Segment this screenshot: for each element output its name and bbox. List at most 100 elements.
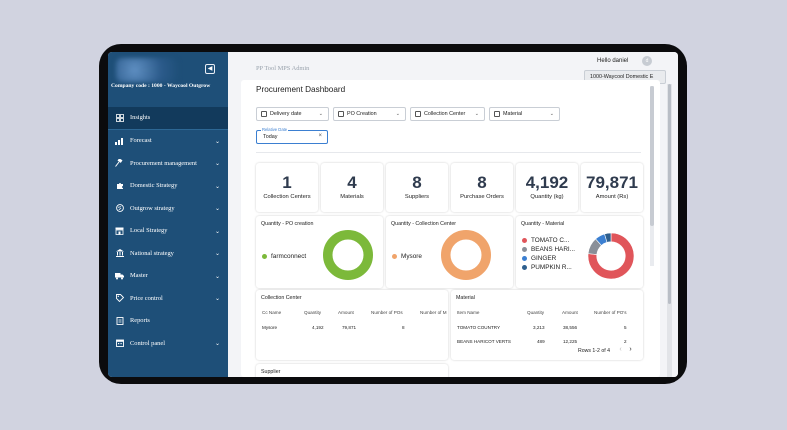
- sidebar-item-label: Local Strategy: [130, 227, 168, 235]
- collection-center-table-card: Collection Center Cc Name Quantity Amoun…: [256, 290, 448, 360]
- chart-title: Quantity - Material: [521, 221, 565, 227]
- prev-page-icon[interactable]: ‹: [619, 346, 622, 353]
- legend-item[interactable]: BEANS HARI...: [522, 246, 575, 253]
- sidebar-item-label: National strategy: [130, 249, 174, 257]
- table-cell: 3,213: [533, 325, 545, 330]
- sidebar-item-label: Insights: [130, 114, 151, 122]
- chevron-down-icon: ⌄: [474, 111, 479, 117]
- donut-slice-mysore[interactable]: [441, 230, 491, 280]
- kpi-card-materials: 4 Materials: [321, 163, 383, 212]
- sidebar-item-label: Procurement management: [130, 159, 197, 167]
- relative-date-field[interactable]: Relative Date Today ×: [256, 127, 328, 144]
- legend-dot: [262, 254, 267, 259]
- legend-label: BEANS HARI...: [531, 246, 576, 253]
- sidebar-item-label: Outgrow strategy: [130, 204, 175, 212]
- sidebar-nav: Insights Forecast ⌄ Procurement manageme…: [108, 107, 228, 355]
- panel-scrollbar[interactable]: [650, 86, 654, 266]
- sidebar-item-local-strategy[interactable]: Local Strategy ⌄: [108, 220, 228, 243]
- sidebar: ◀ Company code : 1000 - Waycool Outgrow …: [108, 52, 228, 377]
- kpi-value: 4: [347, 173, 357, 192]
- chevron-down-icon: ⌄: [549, 111, 554, 117]
- collection-center-filter[interactable]: Collection Center ⌄: [410, 107, 485, 121]
- kpi-label: Materials: [340, 194, 364, 200]
- bar-chart-icon: [115, 137, 124, 145]
- column-header[interactable]: Item Name: [457, 310, 480, 315]
- collection-center-donut-card: Quantity - Collection Center Mysore: [386, 216, 513, 288]
- company-logo: [116, 58, 178, 82]
- donut-slice-pumpkin-red[interactable]: [604, 232, 612, 243]
- kpi-value: 4,192: [525, 173, 569, 192]
- column-header[interactable]: Number of POs: [371, 310, 403, 315]
- bank-icon: [115, 249, 124, 258]
- sidebar-item-forecast[interactable]: Forecast ⌄: [108, 130, 228, 153]
- document-icon: [115, 316, 124, 325]
- puzzle-icon: [115, 182, 124, 190]
- material-filter[interactable]: Material ⌄: [489, 107, 560, 121]
- column-header[interactable]: Quantity: [304, 310, 322, 315]
- delivery-date-filter[interactable]: Delivery date ⌄: [256, 107, 329, 121]
- sidebar-item-master[interactable]: Master ⌄: [108, 265, 228, 288]
- chevron-down-icon: ⌄: [214, 251, 220, 257]
- table-cell: 8: [402, 325, 405, 330]
- column-header[interactable]: Number of M: [420, 310, 447, 315]
- sidebar-item-procurement-management[interactable]: Procurement management ⌄: [108, 152, 228, 175]
- panel-scrollbar-thumb[interactable]: [650, 86, 654, 226]
- po-creation-filter[interactable]: PO Creation ⌄: [333, 107, 406, 121]
- column-header[interactable]: Amount: [338, 310, 354, 315]
- donut-slice-tomato-country[interactable]: [587, 232, 635, 280]
- table-cell: TOMATO COUNTRY: [457, 325, 501, 330]
- page-scrollbar-thumb[interactable]: [668, 84, 671, 304]
- legend-item[interactable]: Mysore: [392, 253, 422, 260]
- material-donut-card: Quantity - Material TOMATO C... BEANS HA…: [516, 216, 643, 288]
- chevron-down-icon: ⌄: [214, 161, 220, 167]
- kpi-card-collection-centers: 1 Collection Centers: [256, 163, 318, 212]
- page-scrollbar[interactable]: [667, 84, 672, 377]
- chevron-down-icon: ⌄: [214, 183, 220, 190]
- company-code-label: Company code : 1000 - Waycool Outgrow: [111, 83, 211, 89]
- column-header[interactable]: Quantity: [527, 310, 545, 315]
- legend-label: farmconnect: [271, 253, 307, 260]
- donut-chart-material: [587, 232, 635, 280]
- chevron-down-icon: ⌄: [214, 296, 220, 302]
- sidebar-item-control-panel[interactable]: Control panel ⌄: [108, 332, 228, 355]
- legend-label: GINGER: [531, 255, 557, 262]
- next-page-icon[interactable]: ›: [629, 346, 632, 353]
- column-header[interactable]: Number of PO's: [594, 310, 627, 315]
- sidebar-item-domestic-strategy[interactable]: Domestic Strategy ⌄: [108, 175, 228, 198]
- collapse-sidebar-button[interactable]: ◀: [205, 64, 215, 74]
- legend-dot: [522, 247, 527, 252]
- table-cell: 12,225: [563, 339, 578, 344]
- avatar[interactable]: d: [642, 56, 652, 66]
- divider: [256, 152, 641, 153]
- donut-chart-collection-center: [441, 230, 491, 280]
- kpi-value: 79,871: [586, 173, 638, 192]
- sidebar-item-reports[interactable]: Reports: [108, 310, 228, 333]
- legend-item[interactable]: GINGER: [522, 255, 556, 262]
- kpi-card-amount: 79,871 Amount (Rs): [581, 163, 643, 212]
- legend-item[interactable]: PUMPKIN R...: [522, 264, 572, 271]
- chevron-down-icon: ⌄: [214, 273, 220, 280]
- table-cell: 4,192: [312, 325, 324, 330]
- top-bar: PP Tool MPS Admin Hello daniel d 1000-Wa…: [228, 52, 678, 84]
- donut-slice-farmconnect[interactable]: [323, 230, 373, 280]
- truck-icon: [115, 272, 124, 280]
- table-cell: Mysore: [262, 325, 278, 330]
- sidebar-item-national-strategy[interactable]: National strategy ⌄: [108, 242, 228, 265]
- supplier-table-card: Supplier: [256, 364, 448, 377]
- legend-item[interactable]: TOMATO C...: [522, 237, 569, 244]
- legend-dot: [522, 238, 527, 243]
- material-icon: [494, 111, 500, 117]
- column-header[interactable]: Cc Name: [262, 310, 282, 315]
- column-header[interactable]: Amount: [562, 310, 578, 315]
- legend-item[interactable]: farmconnect: [262, 253, 306, 260]
- donut-chart-po-creation: [323, 230, 373, 280]
- calendar-icon: [115, 339, 124, 348]
- table-pagination-label: Rows 1-2 of 4: [578, 348, 611, 354]
- kpi-card-quantity: 4,192 Quantity (kg): [516, 163, 578, 212]
- clear-icon[interactable]: ×: [318, 133, 322, 139]
- sidebar-item-insights[interactable]: Insights: [108, 107, 228, 130]
- legend-dot: [392, 254, 397, 259]
- sidebar-item-price-control[interactable]: Price control ⌄: [108, 287, 228, 310]
- sidebar-item-outgrow-strategy[interactable]: Outgrow strategy ⌄: [108, 197, 228, 220]
- sidebar-item-label: Master: [130, 272, 148, 280]
